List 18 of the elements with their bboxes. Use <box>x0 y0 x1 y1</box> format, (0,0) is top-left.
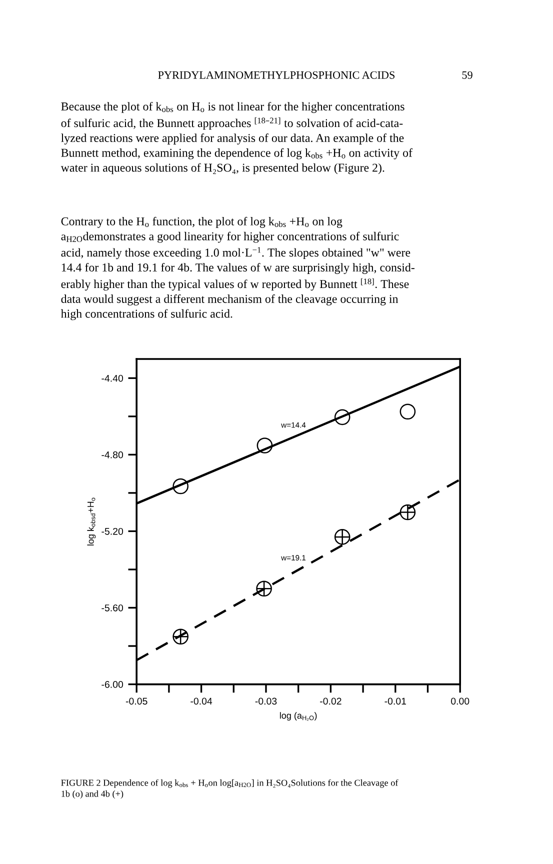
text: FIGURE 2 Dependence of log k$_{obs}$ + H$_{o}$on log[a$_{H2O}$] in H₂SO₄Solutions for the Cleavage of 1b (o) and 4b (+) <box>61 779 398 799</box>
y-tick-label: -4.40 <box>102 374 124 382</box>
y-tick-label: -5.20 <box>102 528 124 535</box>
x-tick-label: -0.04 <box>190 698 212 705</box>
text: PYRIDYLAMINOMETHYLPHOSPHONIC ACIDS <box>158 71 394 79</box>
text: Because the plot of k$_{obs}$ on H$_{o}$ is not linear for the higher concentrations of sulfuric acid, the Bunnett approaches $^{[18–21]}$ to solvation of acid-cata- lyzed reactions were applied for analysis of our data. An example of the Bunnett method, examining the dependence of log k$_{obs}$ +H$_{o}$ on activity of water in aqueous solutions of H₂SO₄, is presented below (Figure 2). <box>60 102 412 174</box>
text: Contrary to the H$_{o}$ function, the plot of log k$_{obs}$ +H$_{o}$ on log a$_{H2O}$demonstrates a good linearity for higher concentrations of sulfuric acid, namely those exceeding 1.0 mol·L$^{−1}$. The slopes obtained "w" were 14.4 for 1b and 19.1 for 4b. The values of w are surprisingly high, consid- erably higher than the typical values of w reported by Bunnett $^{[18]}$. These data would suggest a different mechanism of the cleavage occurring in high concentrations of sulfuric acid. <box>60 216 414 320</box>
text: 59 <box>462 71 472 79</box>
y-axis-title: log k$_{obsd}$+H$_{o}$ <box>87 498 96 546</box>
y-tick-label: -4.80 <box>102 451 124 458</box>
y-tick-label: -6.00 <box>102 681 124 688</box>
x-tick-label: -0.05 <box>126 698 148 705</box>
x-tick-label: -0.03 <box>255 698 277 705</box>
x-axis-title: log (a$_{H₂O}$) <box>280 712 317 721</box>
x-tick-label: 0.00 <box>451 698 470 705</box>
x-tick-label: -0.01 <box>384 698 406 705</box>
y-tick-label: -5.60 <box>102 604 124 612</box>
x-tick-label: -0.02 <box>320 698 342 705</box>
